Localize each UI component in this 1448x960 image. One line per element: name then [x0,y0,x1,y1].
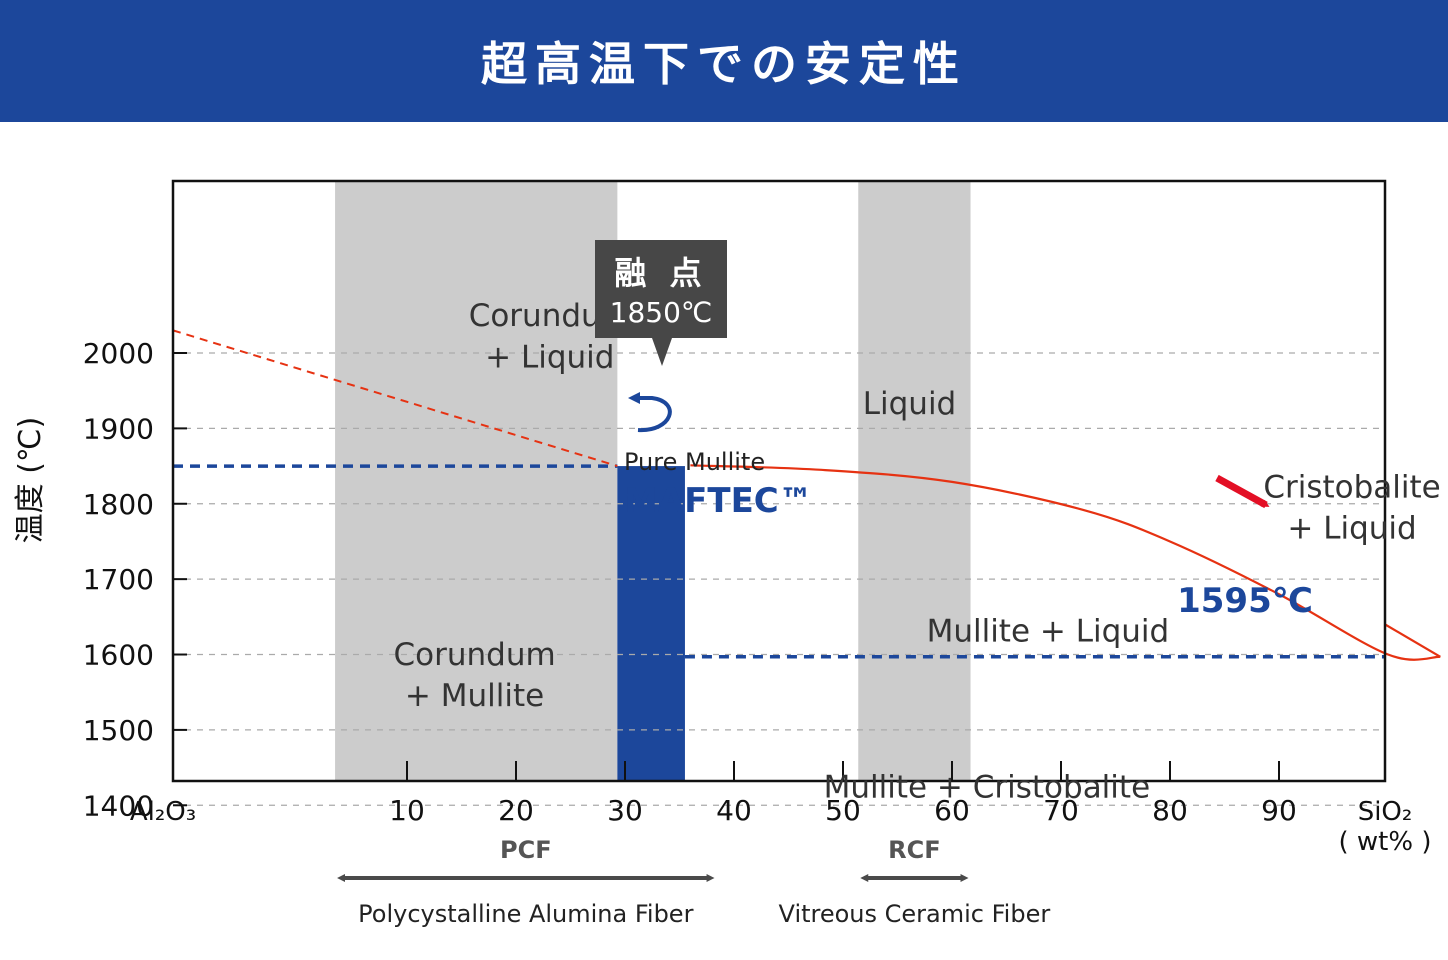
eutectic-label: 1595℃ [1177,581,1313,621]
curved-arrow-icon [628,392,672,433]
phase-label-7: + Liquid [1287,510,1416,546]
phase-label-8: Mullite + Cristobalite [824,770,1151,806]
phase-label-4: Liquid [863,386,957,422]
melting-point-callout [595,240,727,366]
x-tick-label-90: 90 [1261,794,1297,827]
y-tick-label-1600: 1600 [83,639,154,672]
y-tick-label-1800: 1800 [83,488,154,521]
x-tick-label-60: 60 [934,794,970,827]
product-label-line1: Pure Mullite [624,448,765,476]
x-tick-label-80: 80 [1152,794,1188,827]
liquidus-curve [690,464,1441,661]
plot-frame [171,179,1387,783]
melting-point-value: 1850℃ [610,296,713,329]
x-tick-label-30: 30 [607,794,643,827]
product-label-line2: MAFTEC™ [624,481,813,521]
y-axis-label: 温度 (℃) [13,417,48,544]
fiber-name-rcf: Vitreous Ceramic Fiber [779,900,1051,928]
fiber-abbr-pcf: PCF [500,836,552,864]
melting-point-title: 融 点 [614,254,707,292]
region-pcf [335,181,618,781]
y-tick-label-1700: 1700 [83,563,154,596]
x-tick-label-20: 20 [498,794,534,827]
header-banner: 超高温下での安定性 [0,0,1448,122]
x-tick-label-40: 40 [716,794,752,827]
fiber-name-pcf: Polycystalline Alumina Fiber [358,900,693,928]
phase-label-6: Cristobalite [1263,470,1440,506]
x-unit-label: ( wt% ) [1339,827,1432,857]
x-right-label: SiO₂ [1358,797,1413,827]
y-tick-label-1400: 1400 [83,789,154,822]
region-maftec [617,466,685,781]
x-tick-label-50: 50 [825,794,861,827]
liquidus-dashed-line [172,329,618,468]
eutectic-arrow-icon [1215,474,1270,509]
phase-label-1: + Liquid [485,339,614,375]
phase-label-3: + Mullite [405,678,544,714]
x-left-label: Al₂O₃ [130,797,196,827]
y-tick-label-1500: 1500 [83,714,154,747]
page-title: 超高温下での安定性 [481,37,967,91]
phase-label-5: Mullite + Liquid [927,614,1170,650]
y-tick-label-2000: 2000 [83,337,154,370]
x-tick-label-70: 70 [1043,794,1079,827]
fiber-abbr-rcf: RCF [888,836,941,864]
region-rcf [858,181,971,781]
phase-label-2: Corundum [393,637,555,673]
y-tick-label-1900: 1900 [83,412,154,445]
x-tick-label-10: 10 [389,794,425,827]
liquidus-right-line [1384,623,1441,658]
